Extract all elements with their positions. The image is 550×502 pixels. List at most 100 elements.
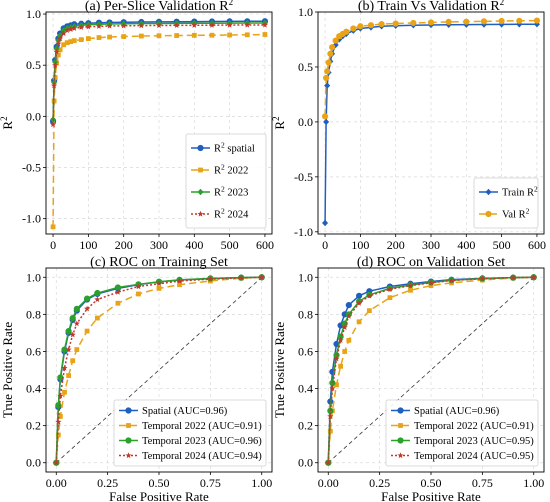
data-point — [61, 364, 68, 371]
legend-marker — [125, 437, 132, 444]
legend-marker — [197, 188, 204, 196]
data-point — [378, 20, 385, 28]
legend-box — [473, 177, 539, 229]
data-point — [70, 358, 76, 364]
legend-label-superscript: 2 — [221, 185, 225, 194]
data-point — [53, 48, 60, 55]
data-point — [57, 374, 64, 381]
data-point — [345, 301, 352, 309]
data-point — [244, 21, 251, 28]
data-point — [209, 32, 215, 38]
y-tick-label: 1.0 — [298, 5, 313, 19]
y-tick-label: 0.5 — [26, 58, 41, 72]
data-point — [136, 291, 141, 297]
series-4 — [325, 274, 537, 466]
y-tick-label: 0.2 — [26, 419, 41, 433]
x-tick-label: 0.00 — [46, 476, 67, 490]
data-point — [427, 279, 435, 286]
series-4 — [53, 274, 265, 466]
data-point — [52, 62, 59, 68]
chart-title: (b) Train Vs Validation R2 — [358, 0, 504, 14]
data-point — [345, 313, 352, 319]
legend: Spatial (AUC=0.96) Temporal 2022 (AUC=0.9… — [385, 399, 539, 467]
x-tick-label: 0.25 — [369, 476, 390, 490]
data-point — [261, 21, 268, 28]
data-point — [96, 35, 102, 40]
data-point — [57, 35, 64, 42]
data-point — [69, 314, 76, 322]
data-point — [355, 292, 363, 299]
data-point — [57, 392, 64, 399]
data-point — [60, 30, 67, 37]
y-tick-label: 0.8 — [26, 307, 41, 321]
legend-marker — [397, 407, 404, 414]
data-point — [356, 300, 363, 306]
x-axis-label: False Positive Rate — [109, 489, 209, 502]
legend-label-text: R — [214, 210, 221, 221]
data-point — [51, 82, 58, 89]
data-point — [155, 280, 163, 287]
y-tick-label: 1.0 — [26, 270, 41, 284]
data-point — [84, 305, 91, 312]
legend-label: Temporal 2023 (AUC=0.95) — [414, 436, 534, 447]
data-point — [107, 34, 112, 40]
data-point — [324, 82, 331, 89]
legend-marker — [197, 144, 204, 152]
legend-label: Val R2 — [502, 207, 530, 221]
y-tick-label: 0.2 — [298, 419, 313, 433]
data-point — [156, 33, 162, 39]
chart-panel-d: (d) ROC on Validation Set 0.00 0.25 0.50 0.7… — [272, 255, 545, 502]
x-tick-label: 400 — [185, 238, 203, 252]
data-point — [327, 428, 333, 434]
data-point — [367, 22, 375, 29]
data-point — [68, 39, 74, 45]
chart-title: (d) ROC on Validation Set — [357, 255, 505, 270]
data-point — [357, 23, 364, 30]
data-point — [336, 36, 343, 43]
x-tick-label: 0.75 — [200, 476, 221, 490]
data-point — [138, 22, 145, 29]
data-point — [106, 22, 113, 29]
x-tick-label: 0.50 — [149, 476, 170, 490]
data-point — [52, 75, 58, 80]
y-tick-label: 0.4 — [298, 382, 313, 396]
data-point — [94, 289, 101, 297]
legend-marker — [485, 188, 492, 196]
data-point — [329, 385, 336, 392]
data-point — [55, 432, 61, 438]
data-point — [64, 40, 70, 46]
data-point — [498, 17, 505, 25]
data-point — [323, 118, 330, 126]
legend-label-suffix: 2024 — [225, 210, 249, 221]
y-tick-label: -1.0 — [294, 225, 313, 239]
series-line — [55, 276, 262, 463]
x-tick-label: 600 — [528, 238, 546, 252]
legend-marker — [126, 423, 131, 428]
legend-box — [385, 399, 539, 467]
x-tick-label: 600 — [256, 238, 274, 252]
data-point — [510, 274, 517, 281]
data-point — [341, 324, 348, 330]
data-point — [346, 337, 352, 343]
data-point — [174, 33, 180, 38]
data-point — [65, 346, 72, 353]
y-axis-label: True Positive Rate — [272, 322, 287, 419]
y-tick-label: -0.5 — [294, 170, 313, 184]
y-tick-label: 0.4 — [26, 382, 41, 396]
data-point — [173, 22, 180, 28]
legend-label: R2 2023 — [214, 185, 248, 199]
data-point — [516, 17, 523, 24]
data-point — [73, 320, 80, 327]
y-tick-label: -1.0 — [22, 212, 41, 226]
legend-label: Temporal 2024 (AUC=0.94) — [142, 451, 262, 462]
y-axis-label: True Positive Rate — [0, 322, 15, 419]
data-point — [258, 274, 265, 280]
legend-label: Spatial (AUC=0.96) — [414, 406, 500, 417]
data-point — [366, 292, 373, 299]
legend-marker — [485, 210, 492, 218]
x-tick-label: 0 — [322, 238, 328, 252]
legend-label: Temporal 2022 (AUC=0.91) — [414, 421, 534, 432]
